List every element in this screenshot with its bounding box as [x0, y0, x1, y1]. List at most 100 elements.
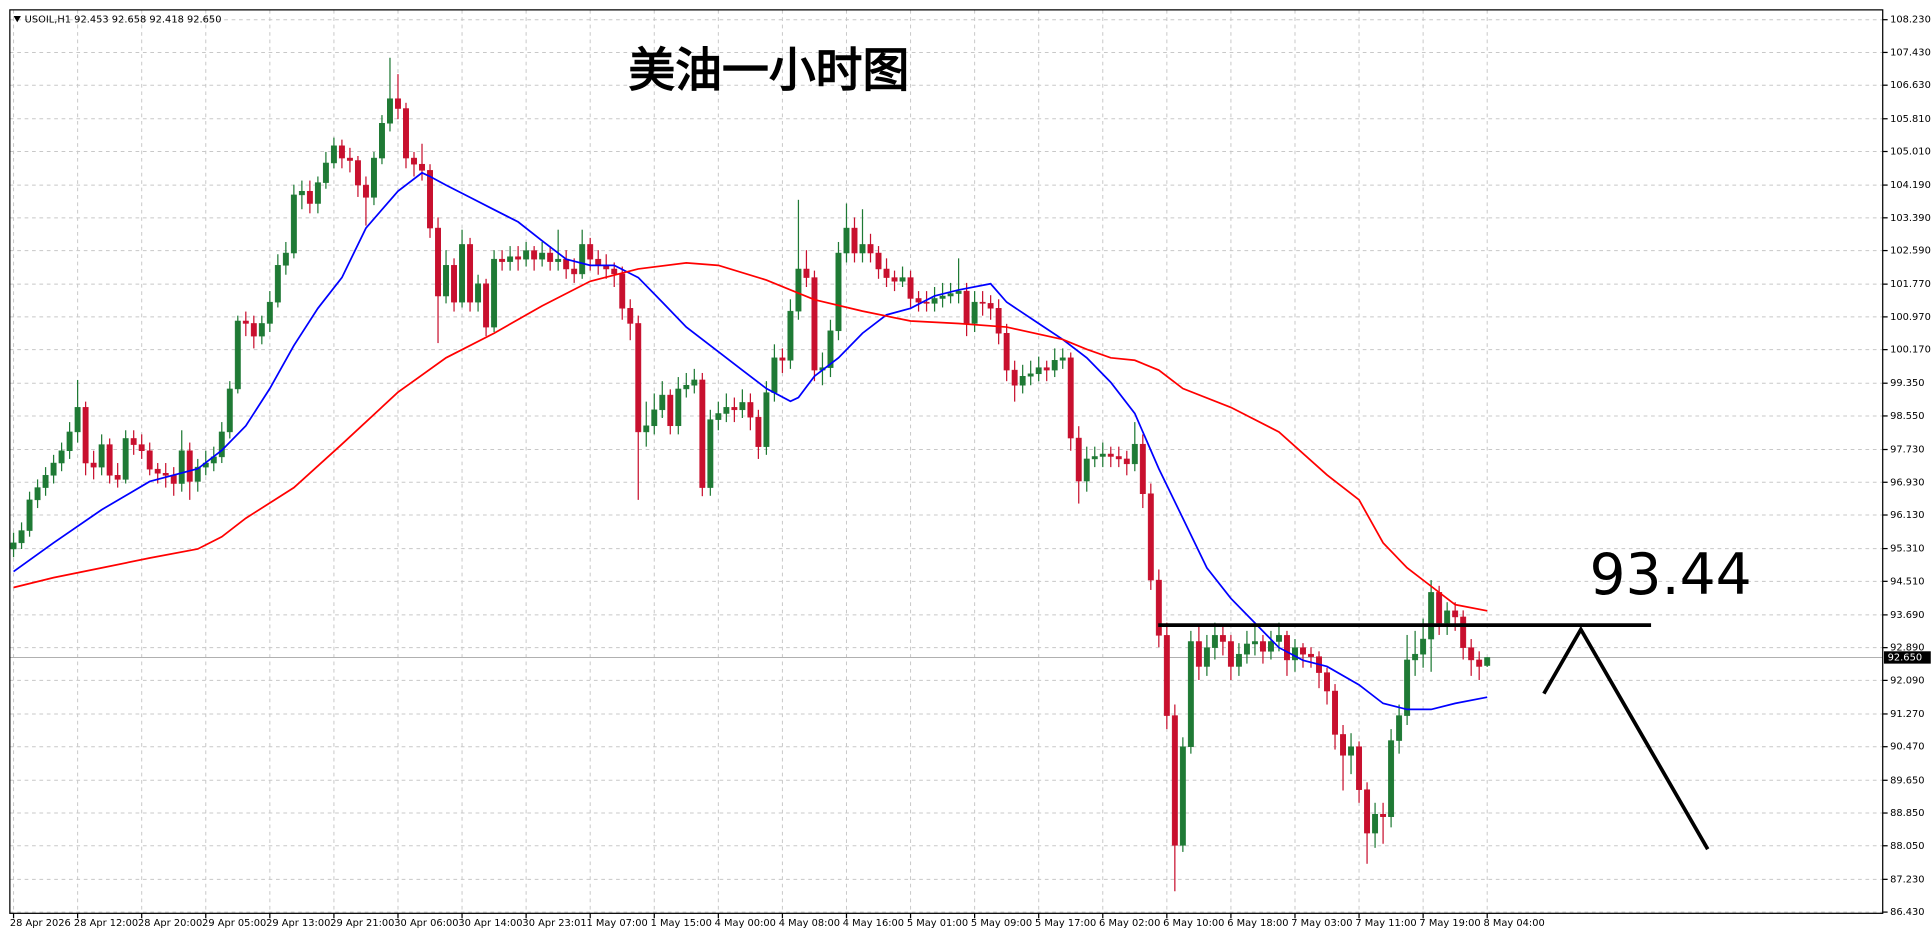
marks — [10, 57, 1491, 892]
candle-body — [18, 530, 25, 544]
candle-body — [1171, 715, 1178, 846]
candle-body — [595, 258, 602, 266]
candle-body — [42, 475, 49, 488]
y-tick-label: 93.690 — [1890, 610, 1924, 621]
candle-body — [955, 290, 962, 294]
candle-body — [987, 303, 994, 309]
x-tick-label: 30 Apr 14:00 — [458, 918, 522, 929]
x-tick-label: 5 May 01:00 — [907, 918, 968, 929]
x-tick-label: 30 Apr 23:01 — [522, 918, 586, 929]
candle-body — [130, 438, 137, 445]
x-tick-label: 28 Apr 2026 — [10, 918, 71, 929]
candle-body — [843, 227, 850, 254]
candle-body — [675, 388, 682, 427]
candle-body — [26, 499, 33, 531]
candle-body — [362, 184, 369, 198]
candle-body — [1059, 357, 1066, 361]
candle-body — [851, 227, 858, 254]
candle-body — [1211, 635, 1218, 648]
candle-body — [1099, 453, 1106, 457]
moving-average — [13, 262, 1488, 612]
candle-body — [1412, 653, 1419, 661]
candle-body — [258, 323, 265, 337]
y-tick-label: 96.130 — [1890, 510, 1924, 521]
candle-body — [98, 444, 105, 468]
y-tick-label: 88.850 — [1890, 808, 1924, 819]
x-tick-label: 29 Apr 05:00 — [202, 918, 266, 929]
candle-body — [483, 283, 490, 328]
candle-body — [723, 407, 730, 414]
candle-body — [867, 244, 874, 254]
candle-body — [58, 450, 65, 464]
y-tick-label: 91.270 — [1890, 709, 1924, 720]
candle-body — [731, 407, 738, 411]
candle-body — [627, 308, 634, 324]
candle-body — [1035, 367, 1042, 375]
y-tick-label: 102.590 — [1890, 246, 1931, 257]
y-tick-label: 89.650 — [1890, 775, 1924, 786]
candle-body — [387, 98, 393, 124]
y-tick-label: 92.890 — [1890, 643, 1924, 654]
candle-body — [779, 357, 786, 361]
candle-body — [1276, 635, 1282, 642]
candle-body — [739, 402, 746, 411]
candle-body — [74, 407, 81, 433]
candle-body — [1300, 647, 1306, 655]
candle-body — [1075, 437, 1082, 482]
candle-body — [931, 298, 938, 304]
candle-body — [667, 394, 674, 427]
y-tick-label: 105.810 — [1890, 114, 1931, 125]
y-tick-label: 100.170 — [1890, 345, 1931, 356]
candle-body — [923, 301, 930, 304]
candle-body — [194, 466, 201, 482]
y-tick-label: 96.930 — [1890, 477, 1924, 488]
candle-body — [771, 357, 778, 393]
candle-body — [651, 409, 658, 427]
y-tick-label: 88.050 — [1890, 841, 1924, 852]
candle-body — [531, 250, 538, 260]
candle-body — [154, 468, 161, 474]
candle-body — [699, 379, 706, 488]
candle-body — [1219, 635, 1226, 642]
candle-body — [643, 425, 650, 433]
candle-body — [1452, 610, 1459, 618]
candle-body — [298, 190, 305, 196]
candle-body — [370, 157, 377, 198]
candle-body — [1284, 635, 1290, 661]
candle-body — [314, 182, 321, 204]
candle-body — [971, 301, 978, 324]
candle-body — [1340, 734, 1346, 756]
candle-body — [747, 402, 754, 418]
chart-title: 美油一小时图 — [628, 45, 909, 99]
candle-body — [226, 388, 233, 433]
candle-body — [234, 320, 241, 390]
candle-body — [619, 273, 626, 309]
candle-body — [979, 301, 986, 304]
candle-body — [1203, 647, 1210, 667]
candle-body — [579, 244, 586, 275]
candle-body — [939, 295, 946, 299]
candle-body — [34, 487, 41, 501]
candle-body — [1163, 635, 1170, 716]
candle-body — [82, 407, 89, 464]
candle-body — [763, 392, 770, 447]
last-price-label: 92.650 — [1888, 652, 1922, 663]
candle-body — [1251, 641, 1258, 645]
candle-body — [691, 379, 698, 386]
candle-body — [282, 252, 289, 266]
candle-body — [66, 431, 73, 451]
candle-body — [963, 290, 970, 324]
x-tick-label: 4 May 00:00 — [715, 918, 776, 929]
candle-body — [122, 438, 129, 480]
candle-body — [875, 252, 882, 270]
candle-body — [467, 244, 474, 303]
candle-body — [835, 252, 842, 332]
candle-body — [899, 277, 906, 282]
y-tick-label: 108.230 — [1890, 15, 1931, 26]
candle-body — [1356, 746, 1363, 790]
candle-body — [547, 252, 554, 262]
candle-body — [419, 163, 425, 171]
candle-body — [1227, 641, 1234, 667]
candle-body — [427, 170, 433, 229]
